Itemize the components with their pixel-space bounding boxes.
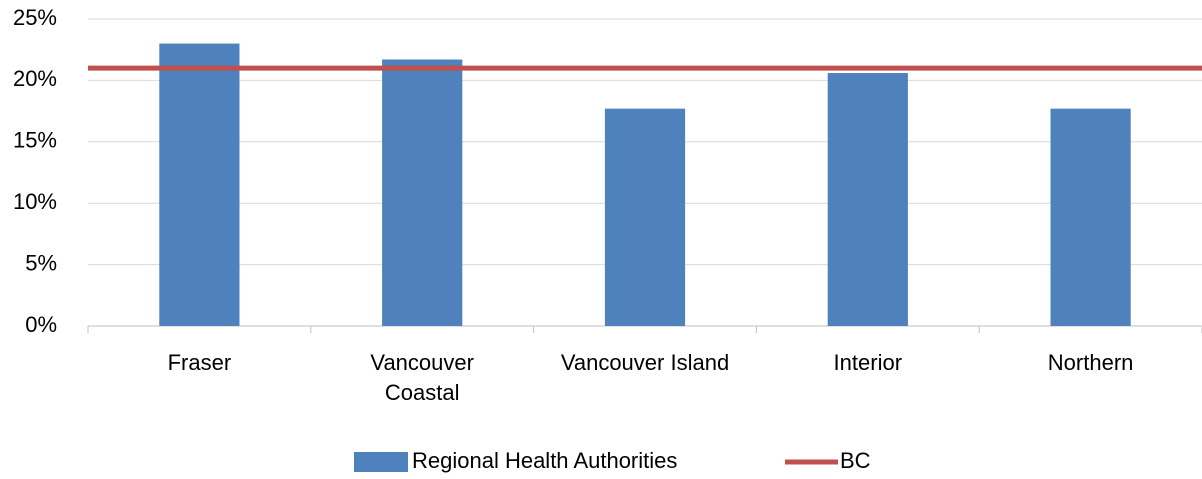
bar: [159, 43, 240, 327]
bar: [1050, 108, 1131, 326]
x-tick-label: Northern: [1047, 350, 1134, 375]
legend-label: BC: [840, 448, 871, 473]
x-tick-label: Vancouver Coastal: [370, 350, 474, 405]
bar: [382, 59, 463, 327]
y-tick-label: 10%: [13, 189, 57, 214]
legend-label: Regional Health Authorities: [412, 448, 677, 473]
y-tick-label: 20%: [13, 66, 57, 91]
x-tick-label: Vancouver Island: [560, 350, 730, 375]
x-tick-label: Interior: [833, 350, 903, 375]
legend-swatch: [354, 452, 408, 472]
x-tick-label: Fraser: [167, 350, 232, 375]
y-tick-label: 5%: [25, 250, 57, 275]
bar: [827, 73, 908, 326]
y-tick-label: 25%: [13, 5, 57, 30]
y-tick-label: 0%: [25, 312, 57, 337]
y-tick-label: 15%: [13, 128, 57, 153]
bar: [604, 108, 686, 326]
